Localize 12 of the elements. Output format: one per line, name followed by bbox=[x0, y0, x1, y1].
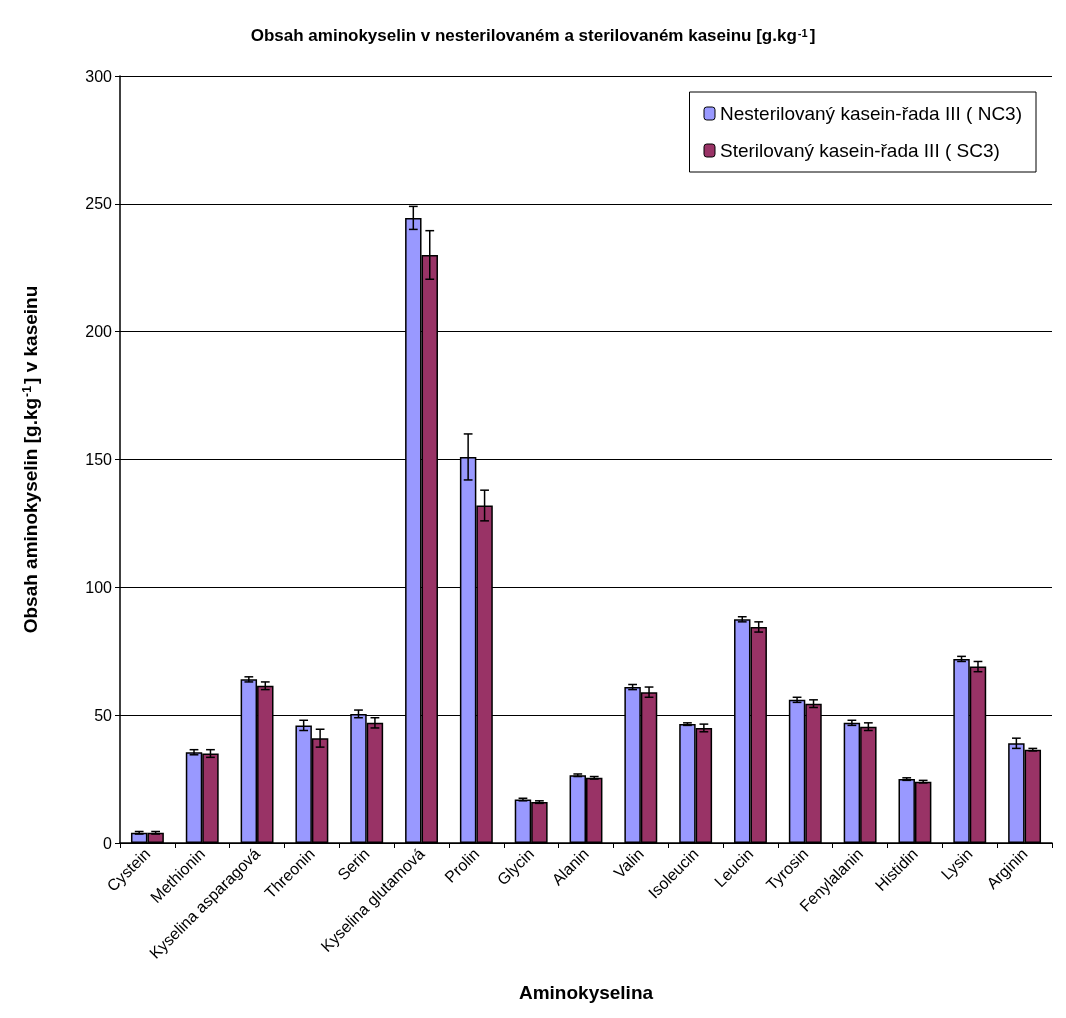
x-axis-title: Aminokyselina bbox=[518, 982, 654, 1003]
legend-label: Sterilovaný kasein-řada III ( SC3) bbox=[720, 140, 1000, 161]
y-tick-label: 300 bbox=[85, 67, 113, 85]
x-tick-label: Valin bbox=[610, 844, 647, 882]
y-tick-label: 100 bbox=[85, 578, 113, 596]
y-tick-label: 0 bbox=[103, 834, 113, 852]
legend-label: Nesterilovaný kasein-řada III ( NC3) bbox=[720, 103, 1022, 124]
y-tick-label: 200 bbox=[85, 323, 113, 341]
y-tick-label: 150 bbox=[85, 451, 113, 468]
y-axis-title: Obsah aminokyselin [g.kg-1] v kaseinu bbox=[20, 285, 41, 634]
y-tick-label: 250 bbox=[85, 195, 113, 213]
y-tick-label: 50 bbox=[94, 706, 113, 724]
